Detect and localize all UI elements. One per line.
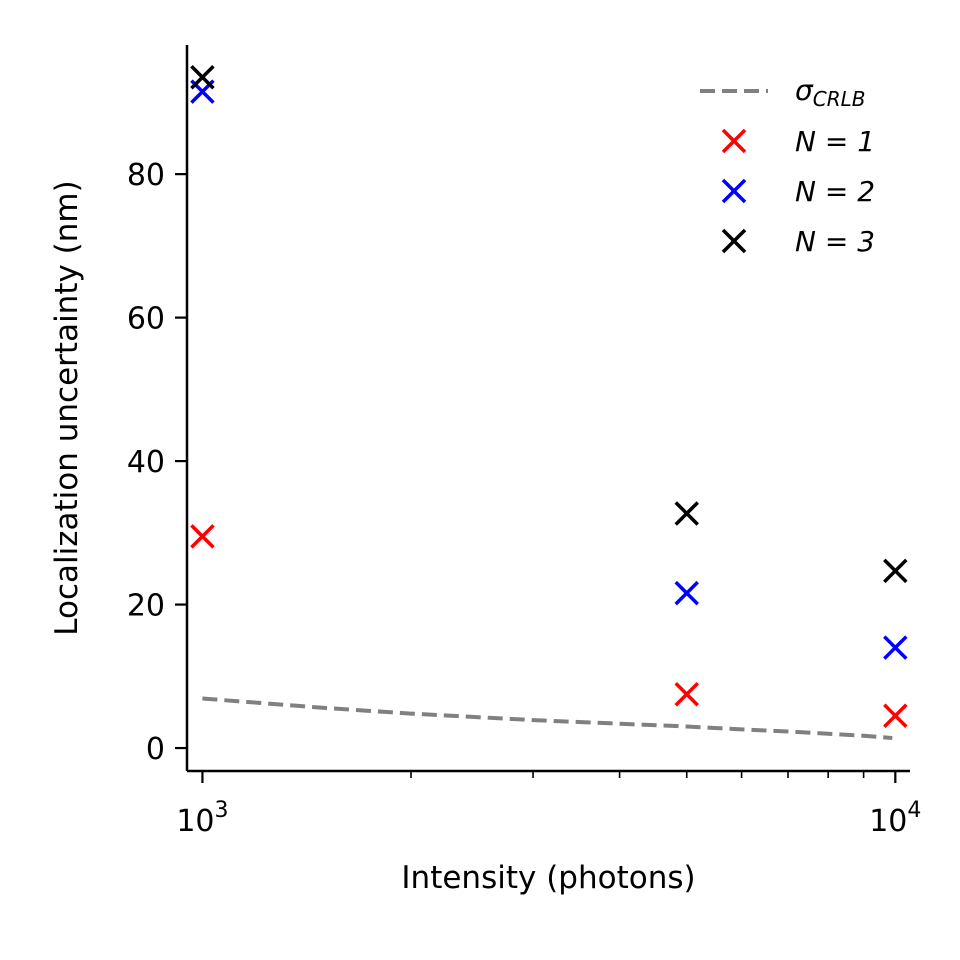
x-tick-label: 103 bbox=[176, 798, 228, 839]
point-series-1 bbox=[190, 524, 215, 549]
y-axis-label: Localization uncertainty (nm) bbox=[49, 180, 85, 635]
legend-crlb-label: σCRLB bbox=[795, 74, 865, 111]
point-series-1 bbox=[674, 682, 699, 707]
legend-marker-series-1 bbox=[721, 128, 747, 154]
point-series-2 bbox=[674, 580, 699, 606]
point-series-3 bbox=[190, 65, 215, 90]
crlb-line bbox=[202, 696, 893, 740]
legend-marker-series-2 bbox=[721, 178, 747, 204]
x-axis-label: Intensity (photons) bbox=[401, 860, 695, 896]
point-series-2 bbox=[883, 635, 908, 660]
y-tick-label: 40 bbox=[127, 445, 165, 480]
y-tick-label: 60 bbox=[127, 302, 165, 337]
y-tick-label: 0 bbox=[146, 732, 165, 767]
legend-label-series-2: N = 2 bbox=[795, 175, 875, 208]
legend: σCRLB N = 1 N = 2 N = 3 bbox=[700, 74, 875, 258]
y-tick-label: 20 bbox=[127, 589, 165, 624]
point-series-3 bbox=[674, 501, 699, 526]
plot-area bbox=[190, 65, 908, 740]
y-tick-label: 80 bbox=[127, 158, 165, 193]
legend-label-series-3: N = 3 bbox=[795, 225, 875, 258]
point-series-1 bbox=[883, 703, 908, 728]
axes: 0 20 40 60 80 103 104 Intensity (photons) Locali… bbox=[49, 45, 921, 896]
point-series-3 bbox=[883, 558, 908, 584]
legend-label-series-1: N = 1 bbox=[795, 125, 875, 158]
legend-marker-series-3 bbox=[721, 228, 747, 254]
x-tick-label: 104 bbox=[869, 798, 921, 839]
